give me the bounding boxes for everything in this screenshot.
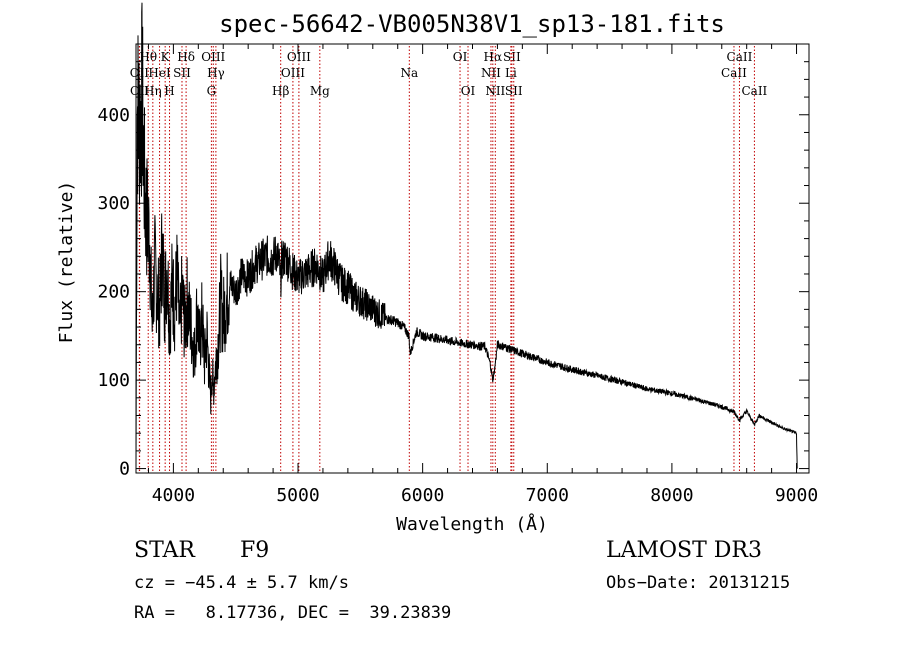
y-tick-label: 0 [119,459,130,480]
spectrum-line [135,2,798,469]
observation-date: Obs−Date: 20131215 [606,573,791,593]
x-tick-label: 9000 [775,485,818,506]
line-label: Mg [310,84,330,98]
y-tick-label: 300 [97,193,130,214]
line-label: OIII [287,50,311,64]
plot-frame [135,43,810,474]
emission-line-markers: OIIOIIHθHηHeIKHSIIHδGOIIIHγHβOIIIOIIIMgN… [130,46,768,473]
line-label: H [164,84,174,98]
line-label: Hδ [177,50,195,64]
line-label: K [161,50,171,64]
x-tick-label: 7000 [526,485,569,506]
survey-label: LAMOST DR3 [606,538,762,563]
line-label: Hβ [272,84,289,98]
line-label: Hη [144,84,162,98]
object-class: STAR [134,538,195,563]
x-tick-label: 8000 [650,485,693,506]
line-label: SII [503,50,521,64]
x-tick-label: 5000 [276,485,319,506]
x-axis-ticks: 4000 5000 6000 7000 8000 9000 [147,44,818,506]
x-tick-label: 4000 [152,485,195,506]
line-label: OIII [281,66,305,80]
line-label: CaII [741,84,767,98]
coordinates: RA = 8.17736, DEC = 39.23839 [134,603,452,623]
y-axis-ticks: 0 100 200 300 400 [97,61,809,480]
y-tick-label: 100 [97,370,130,391]
y-tick-label: 400 [97,105,130,126]
line-label: Li [505,66,517,80]
line-label: OIII [201,50,225,64]
line-label: Na [400,66,418,80]
line-label: CaII [727,50,753,64]
line-label: CaII [721,66,747,80]
x-tick-label: 6000 [401,485,444,506]
y-tick-label: 200 [97,282,130,303]
spectrum-series [135,2,798,469]
line-label: Hγ [207,66,225,80]
line-label: SII [505,84,523,98]
line-label: NII [481,66,501,80]
line-label: G [207,84,217,98]
line-label: SII [173,66,191,80]
line-label: NII [485,84,505,98]
redshift-cz: cz = −45.4 ± 5.7 km/s [134,573,349,593]
chart-title: spec-56642-VB005N38V1_sp13-181.fits [219,10,725,38]
y-axis-label: Flux (relative) [56,181,77,344]
line-label: OI [461,84,476,98]
x-axis-label: Wavelength (Å) [396,513,548,535]
object-subclass: F9 [240,538,270,563]
line-label: Hα [484,50,503,64]
line-label: OI [453,50,468,64]
line-label: HeI [148,66,171,80]
